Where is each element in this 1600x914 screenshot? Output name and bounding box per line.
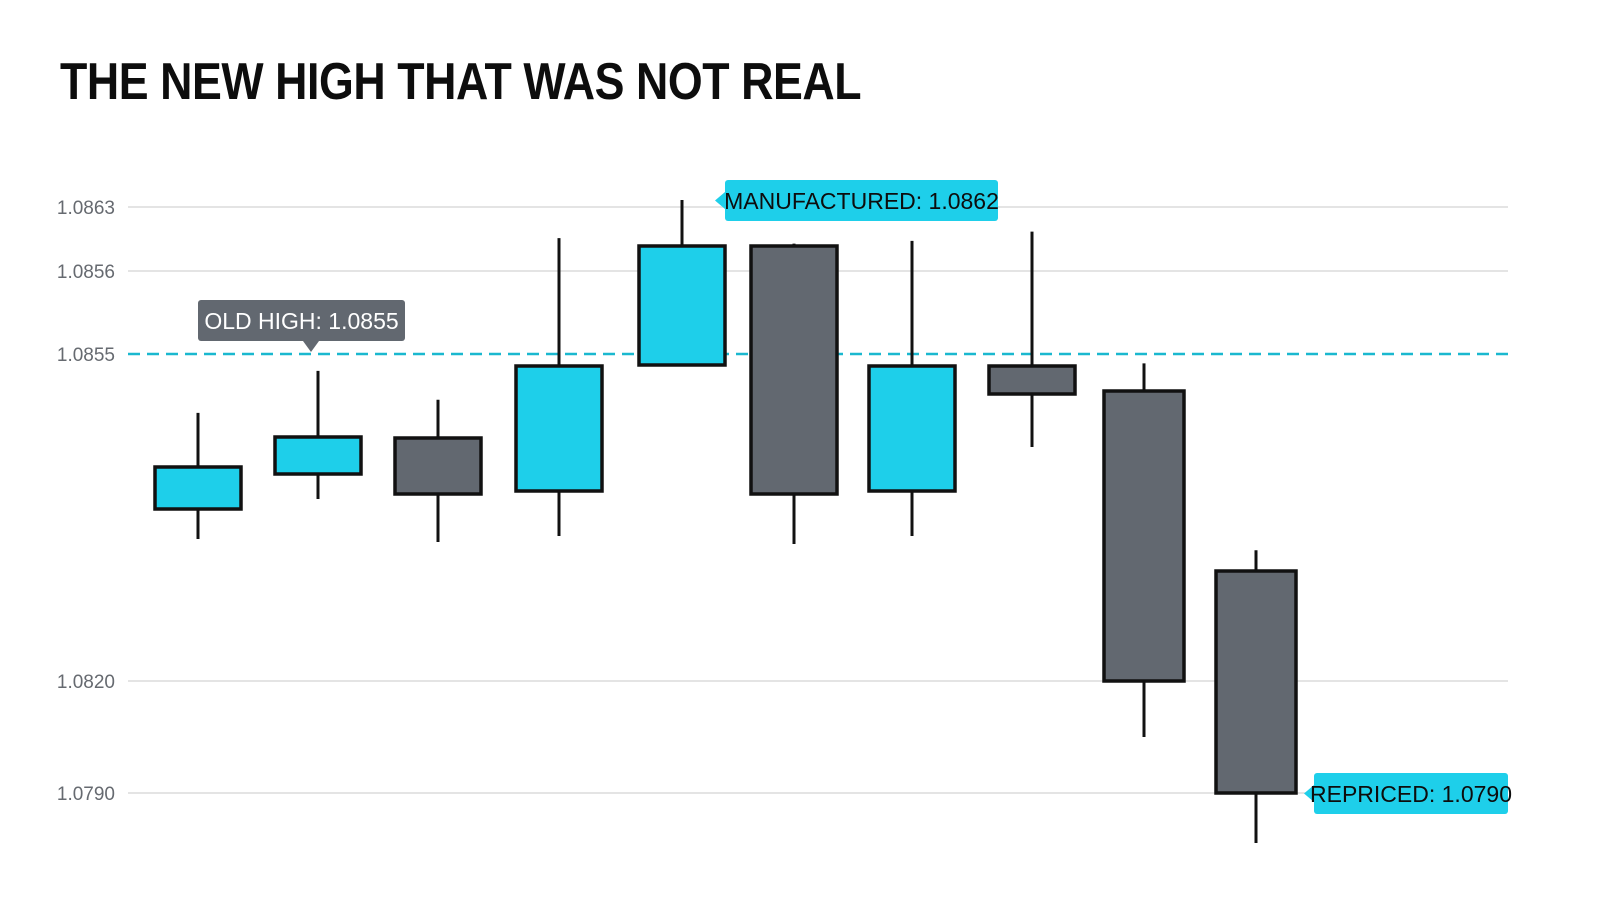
y-tick-label: 1.0855: [57, 345, 115, 366]
candle-body: [153, 465, 243, 511]
candle: [867, 240, 957, 536]
manufactured-label: MANUFACTURED: 1.0862: [724, 188, 999, 214]
candle: [514, 238, 604, 536]
repriced-callout: REPRICED: 1.0790: [1304, 773, 1512, 814]
candle-body: [867, 364, 957, 493]
candle-body: [514, 364, 604, 493]
candle: [637, 200, 727, 367]
y-tick-label: 1.0863: [57, 198, 115, 219]
old-high-pointer: [303, 341, 319, 352]
repriced-label: REPRICED: 1.0790: [1310, 781, 1512, 807]
candle: [1214, 550, 1298, 843]
y-tick-label: 1.0820: [57, 672, 115, 693]
old-high-label: OLD HIGH: 1.0855: [204, 308, 398, 334]
manufactured-tag: [725, 180, 998, 221]
candle: [987, 231, 1077, 447]
repriced-pointer: [1304, 785, 1314, 802]
candle: [1102, 363, 1186, 737]
candle-body: [273, 435, 363, 476]
y-tick-label: 1.0856: [57, 262, 115, 283]
candle: [153, 412, 243, 539]
manufactured-callout: MANUFACTURED: 1.0862: [715, 180, 999, 221]
candle-body: [393, 436, 483, 496]
repriced-tag: [1314, 773, 1508, 814]
candle-body: [1102, 389, 1186, 683]
candle-body: [749, 244, 839, 496]
manufactured-pointer: [715, 192, 725, 209]
y-tick-label: 1.0790: [57, 784, 115, 805]
chart-title: THE NEW HIGH THAT WAS NOT REAL: [60, 53, 862, 111]
candle: [273, 370, 363, 499]
candle-body: [987, 364, 1077, 396]
candle: [393, 399, 483, 542]
candle: [749, 243, 839, 544]
old-high-tag: [198, 300, 405, 341]
old-high-callout: OLD HIGH: 1.0855: [198, 300, 405, 352]
candle-body: [1214, 569, 1298, 795]
candle-body: [637, 244, 727, 367]
